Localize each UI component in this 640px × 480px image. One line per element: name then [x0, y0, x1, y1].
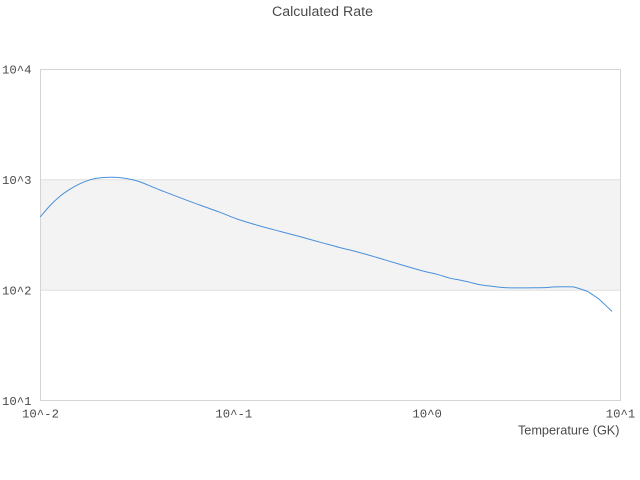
svg-text:10^1: 10^1	[2, 395, 32, 409]
svg-text:10^-2: 10^-2	[22, 408, 59, 422]
svg-text:10^2: 10^2	[2, 285, 32, 299]
svg-text:10^3: 10^3	[2, 174, 32, 188]
svg-text:10^-1: 10^-1	[215, 408, 252, 422]
svg-text:10^4: 10^4	[2, 64, 32, 78]
svg-text:Calculated Rate: Calculated Rate	[272, 4, 373, 20]
svg-text:10^0: 10^0	[412, 408, 442, 422]
svg-text:Temperature (GK): Temperature (GK)	[518, 423, 620, 437]
svg-text:10^1: 10^1	[606, 408, 636, 422]
